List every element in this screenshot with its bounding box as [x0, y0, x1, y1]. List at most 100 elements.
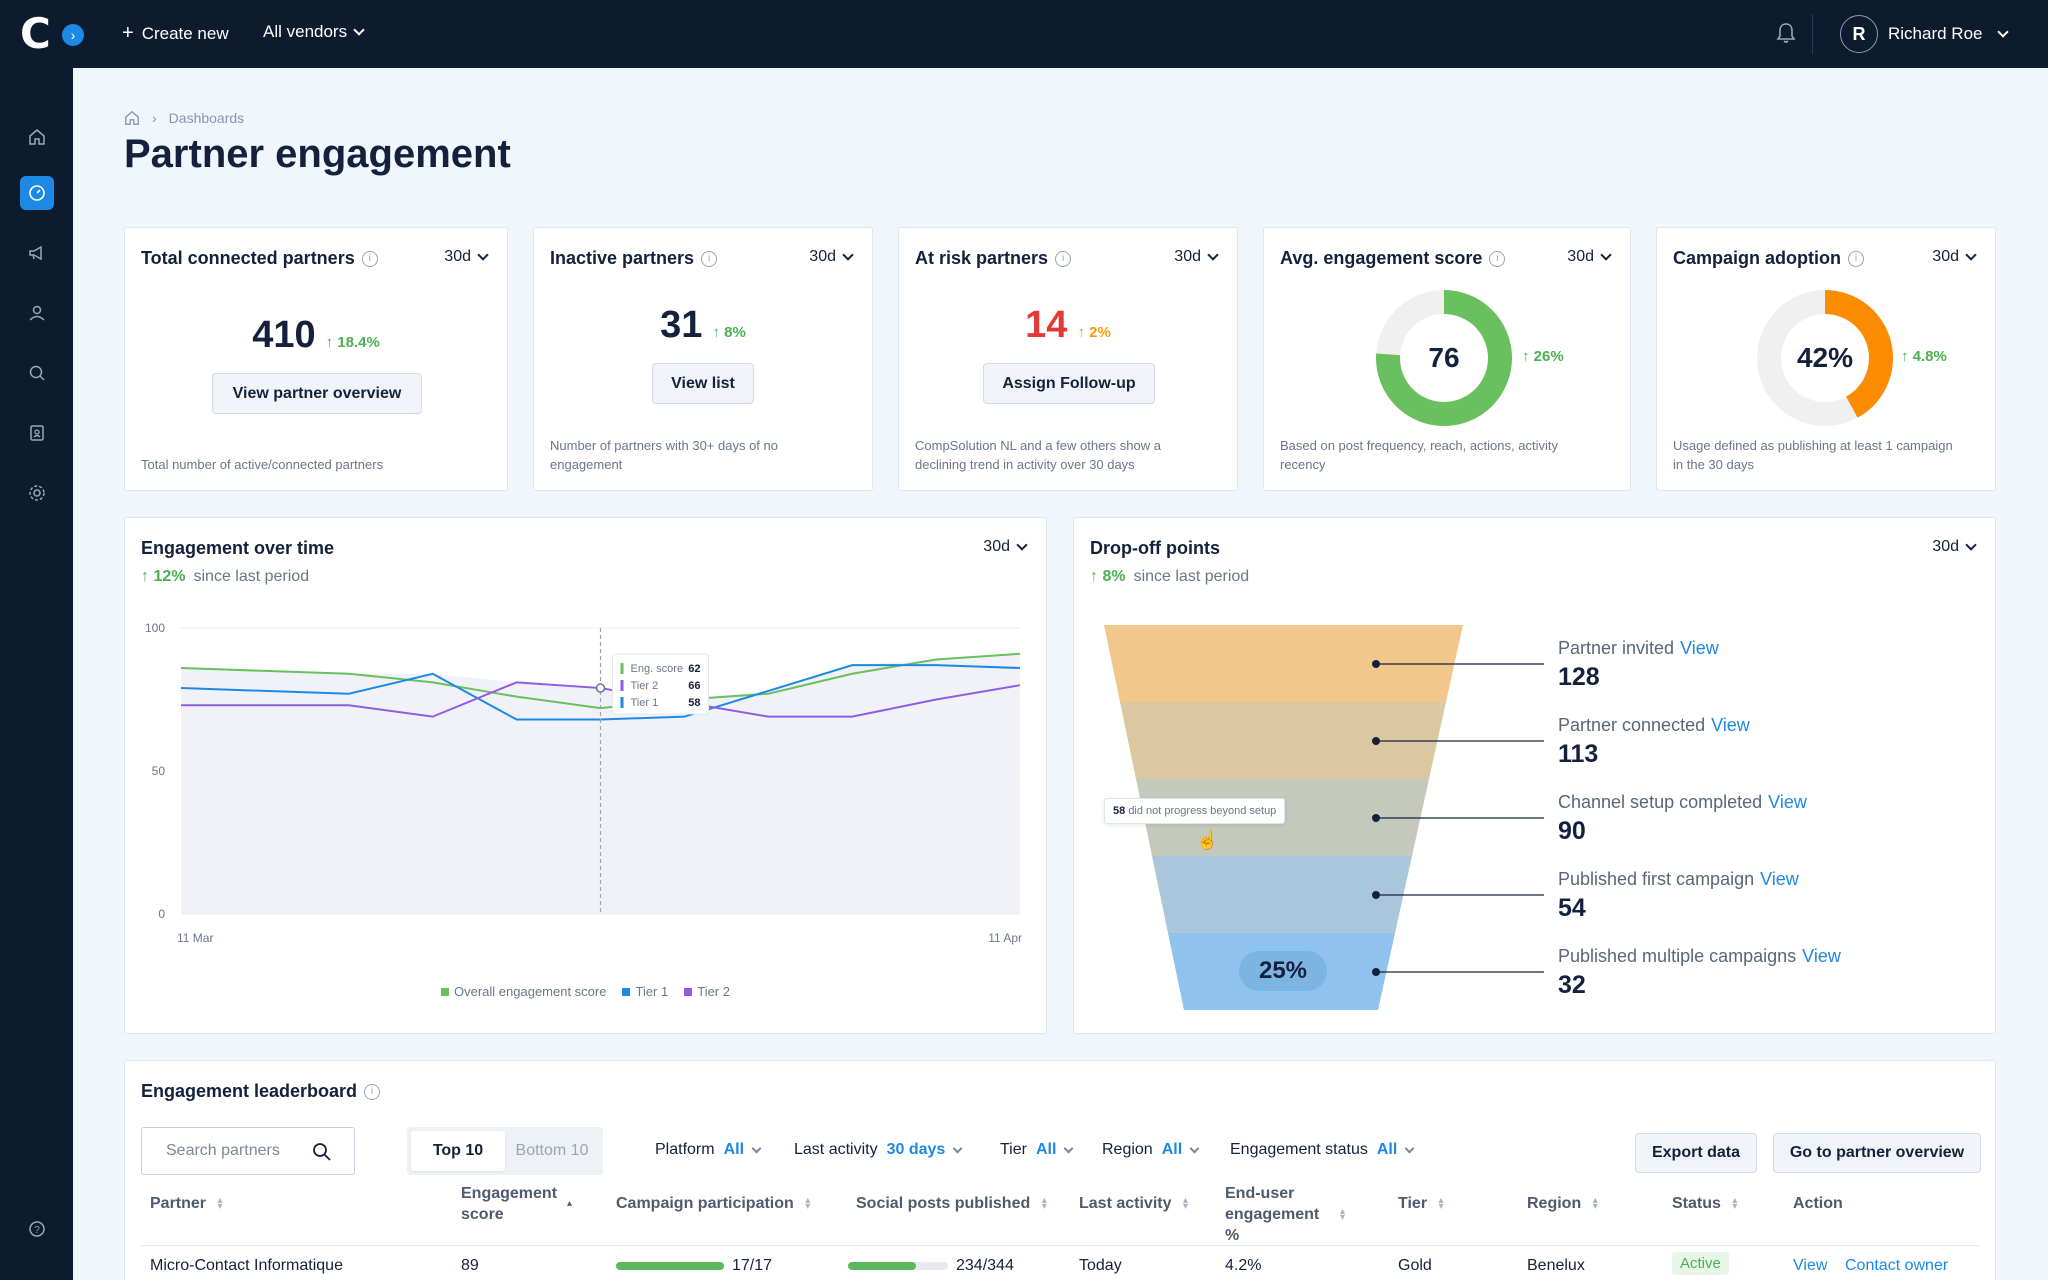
engagement-score-donut: 76 — [1374, 288, 1514, 428]
legend-item-tier2[interactable]: Tier 2 — [684, 984, 730, 999]
card-title: Inactive partners i — [550, 248, 718, 269]
view-list-button[interactable]: View list — [652, 363, 754, 404]
sort-asc-icon: ▴ — [567, 1198, 573, 1209]
stage-label: Partner connected — [1558, 715, 1706, 735]
legend-item-tier1[interactable]: Tier 1 — [622, 984, 668, 999]
funnel-stage-invited[interactable] — [1104, 625, 1463, 702]
sort-icon: ▴ ▾ — [1041, 1195, 1047, 1212]
period-label: 30d — [1932, 248, 1959, 265]
view-partner-overview-button[interactable]: View partner overview — [212, 373, 422, 414]
create-new-button[interactable]: + Create new — [122, 22, 229, 45]
kpi-value: 14 — [1025, 304, 1068, 346]
filter-label: Region — [1102, 1141, 1153, 1158]
col-header-campaign-participation[interactable]: Campaign participation ▴ ▾ — [616, 1195, 812, 1213]
user-menu[interactable]: R Richard Roe — [1840, 15, 2009, 53]
filter-tier[interactable]: Tier All — [1000, 1141, 1074, 1159]
card-title: Avg. engagement score i — [1280, 248, 1506, 269]
period-dropdown[interactable]: 30d — [1932, 248, 1977, 266]
stage-value: 90 — [1558, 817, 1586, 845]
vendors-dropdown[interactable]: All vendors — [263, 22, 365, 42]
period-dropdown[interactable]: 30d — [809, 248, 854, 266]
assign-follow-up-button[interactable]: Assign Follow-up — [983, 363, 1155, 404]
campaign-adoption-donut: 42% — [1755, 288, 1895, 428]
cell-partner[interactable]: Micro-Contact Informatique — [150, 1257, 343, 1274]
view-link[interactable]: View — [1711, 715, 1750, 735]
user-icon[interactable] — [20, 296, 54, 330]
search-input[interactable]: Search partners — [141, 1127, 355, 1175]
filter-value: All — [1376, 1141, 1398, 1158]
sort-icon: ▴ ▾ — [805, 1195, 811, 1212]
info-icon[interactable]: i — [1489, 250, 1506, 267]
donut-chart — [1376, 290, 1512, 426]
info-icon[interactable]: i — [361, 250, 378, 267]
col-header-status[interactable]: Status ▴ ▾ — [1672, 1195, 1739, 1213]
col-header-social-posts[interactable]: Social posts published ▴ ▾ — [856, 1195, 1048, 1213]
period-dropdown[interactable]: 30d — [444, 248, 489, 266]
row-contact-owner-link[interactable]: Contact owner — [1845, 1257, 1949, 1274]
filter-region[interactable]: Region All — [1102, 1141, 1200, 1159]
filter-platform[interactable]: Platform All — [655, 1141, 762, 1159]
col-header-partner[interactable]: Partner ▴ ▾ — [150, 1195, 224, 1213]
donut-chart — [1757, 290, 1893, 426]
contacts-icon[interactable] — [20, 416, 54, 450]
info-icon[interactable]: i — [1848, 250, 1864, 267]
funnel-stage-connected[interactable] — [1120, 702, 1446, 779]
period-dropdown[interactable]: 30d — [1567, 248, 1612, 266]
kpi-value: 31 — [660, 304, 703, 346]
period-dropdown[interactable]: 30d — [1174, 248, 1219, 266]
trend-value: ↑ 8% — [1090, 568, 1126, 585]
col-header-last-activity[interactable]: Last activity ▴ ▾ — [1079, 1195, 1189, 1213]
view-link[interactable]: View — [1768, 792, 1807, 812]
kpi-value: 410 — [252, 314, 316, 356]
info-icon[interactable]: i — [1055, 250, 1072, 267]
kpi-value-row: 14 ↑ 2% — [899, 304, 1237, 347]
create-new-label: Create new — [141, 23, 229, 43]
info-icon[interactable]: i — [364, 1083, 381, 1100]
home-icon[interactable] — [20, 120, 54, 154]
filter-engagement-status[interactable]: Engagement status All — [1230, 1141, 1415, 1159]
x-tick-label: 11 Mar — [177, 931, 213, 945]
view-link[interactable]: View — [1760, 869, 1799, 889]
bell-icon[interactable] — [1776, 22, 1796, 44]
view-link[interactable]: View — [1680, 638, 1719, 658]
filter-value: All — [1161, 1141, 1183, 1158]
period-dropdown[interactable]: 30d — [1932, 538, 1977, 556]
col-header-region[interactable]: Region ▴ ▾ — [1527, 1195, 1599, 1213]
card-description: CompSolution NL and a few others show a … — [915, 438, 1161, 472]
export-data-button[interactable]: Export data — [1635, 1133, 1757, 1173]
col-header-end-user-engagement[interactable]: End-user engagement % ▴ ▾ — [1225, 1183, 1345, 1246]
card-title-text: Campaign adoption — [1673, 248, 1841, 268]
go-to-partner-overview-button[interactable]: Go to partner overview — [1773, 1133, 1981, 1173]
filter-last-activity[interactable]: Last activity 30 days — [794, 1141, 963, 1159]
tooltip-text: did not progress beyond setup — [1128, 805, 1277, 817]
view-link[interactable]: View — [1802, 946, 1841, 966]
info-icon[interactable]: i — [701, 250, 718, 267]
y-tick-label: 50 — [152, 764, 166, 778]
col-header-engagement-score[interactable]: Engagement score ▴ — [461, 1183, 573, 1225]
period-label: 30d — [1932, 538, 1959, 555]
top-10-tab[interactable]: Top 10 — [411, 1131, 505, 1171]
megaphone-icon[interactable] — [20, 236, 54, 270]
legend-item-overall[interactable]: Overall engagement score — [441, 984, 606, 999]
home-icon[interactable] — [124, 110, 140, 126]
search-analytics-icon[interactable] — [20, 356, 54, 390]
kpi-card-avg-engagement: Avg. engagement score i 30d 76 ↑ 26% Base… — [1263, 227, 1631, 491]
tooltip-swatch — [620, 680, 624, 691]
period-dropdown[interactable]: 30d — [983, 538, 1028, 556]
logo-letter: C — [20, 9, 51, 58]
legend-label: Overall engagement score — [454, 984, 607, 999]
funnel-chart — [1104, 625, 1544, 1010]
col-header-tier[interactable]: Tier ▴ ▾ — [1398, 1195, 1445, 1213]
app-logo[interactable]: C › — [20, 9, 84, 58]
bottom-10-tab[interactable]: Bottom 10 — [515, 1142, 589, 1159]
card-title: Engagement leaderboard i — [141, 1081, 381, 1102]
help-icon[interactable]: ? — [20, 1212, 54, 1246]
tooltip-label: Eng. score — [631, 663, 684, 675]
period-label: 30d — [1567, 248, 1594, 265]
settings-icon[interactable] — [20, 476, 54, 510]
dashboard-icon[interactable] — [20, 176, 54, 210]
sidebar-expand-icon[interactable]: › — [62, 24, 84, 46]
row-view-link[interactable]: View — [1793, 1257, 1828, 1274]
funnel-stage-first-campaign[interactable] — [1152, 856, 1412, 933]
breadcrumb-dashboards[interactable]: Dashboards — [168, 110, 245, 126]
